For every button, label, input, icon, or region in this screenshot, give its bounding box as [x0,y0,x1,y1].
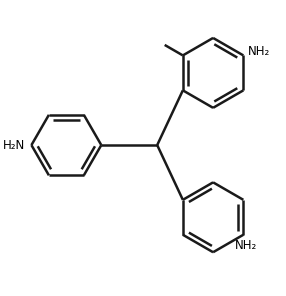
Text: H₂N: H₂N [3,139,26,152]
Text: NH₂: NH₂ [235,239,257,252]
Text: NH₂: NH₂ [248,45,270,58]
